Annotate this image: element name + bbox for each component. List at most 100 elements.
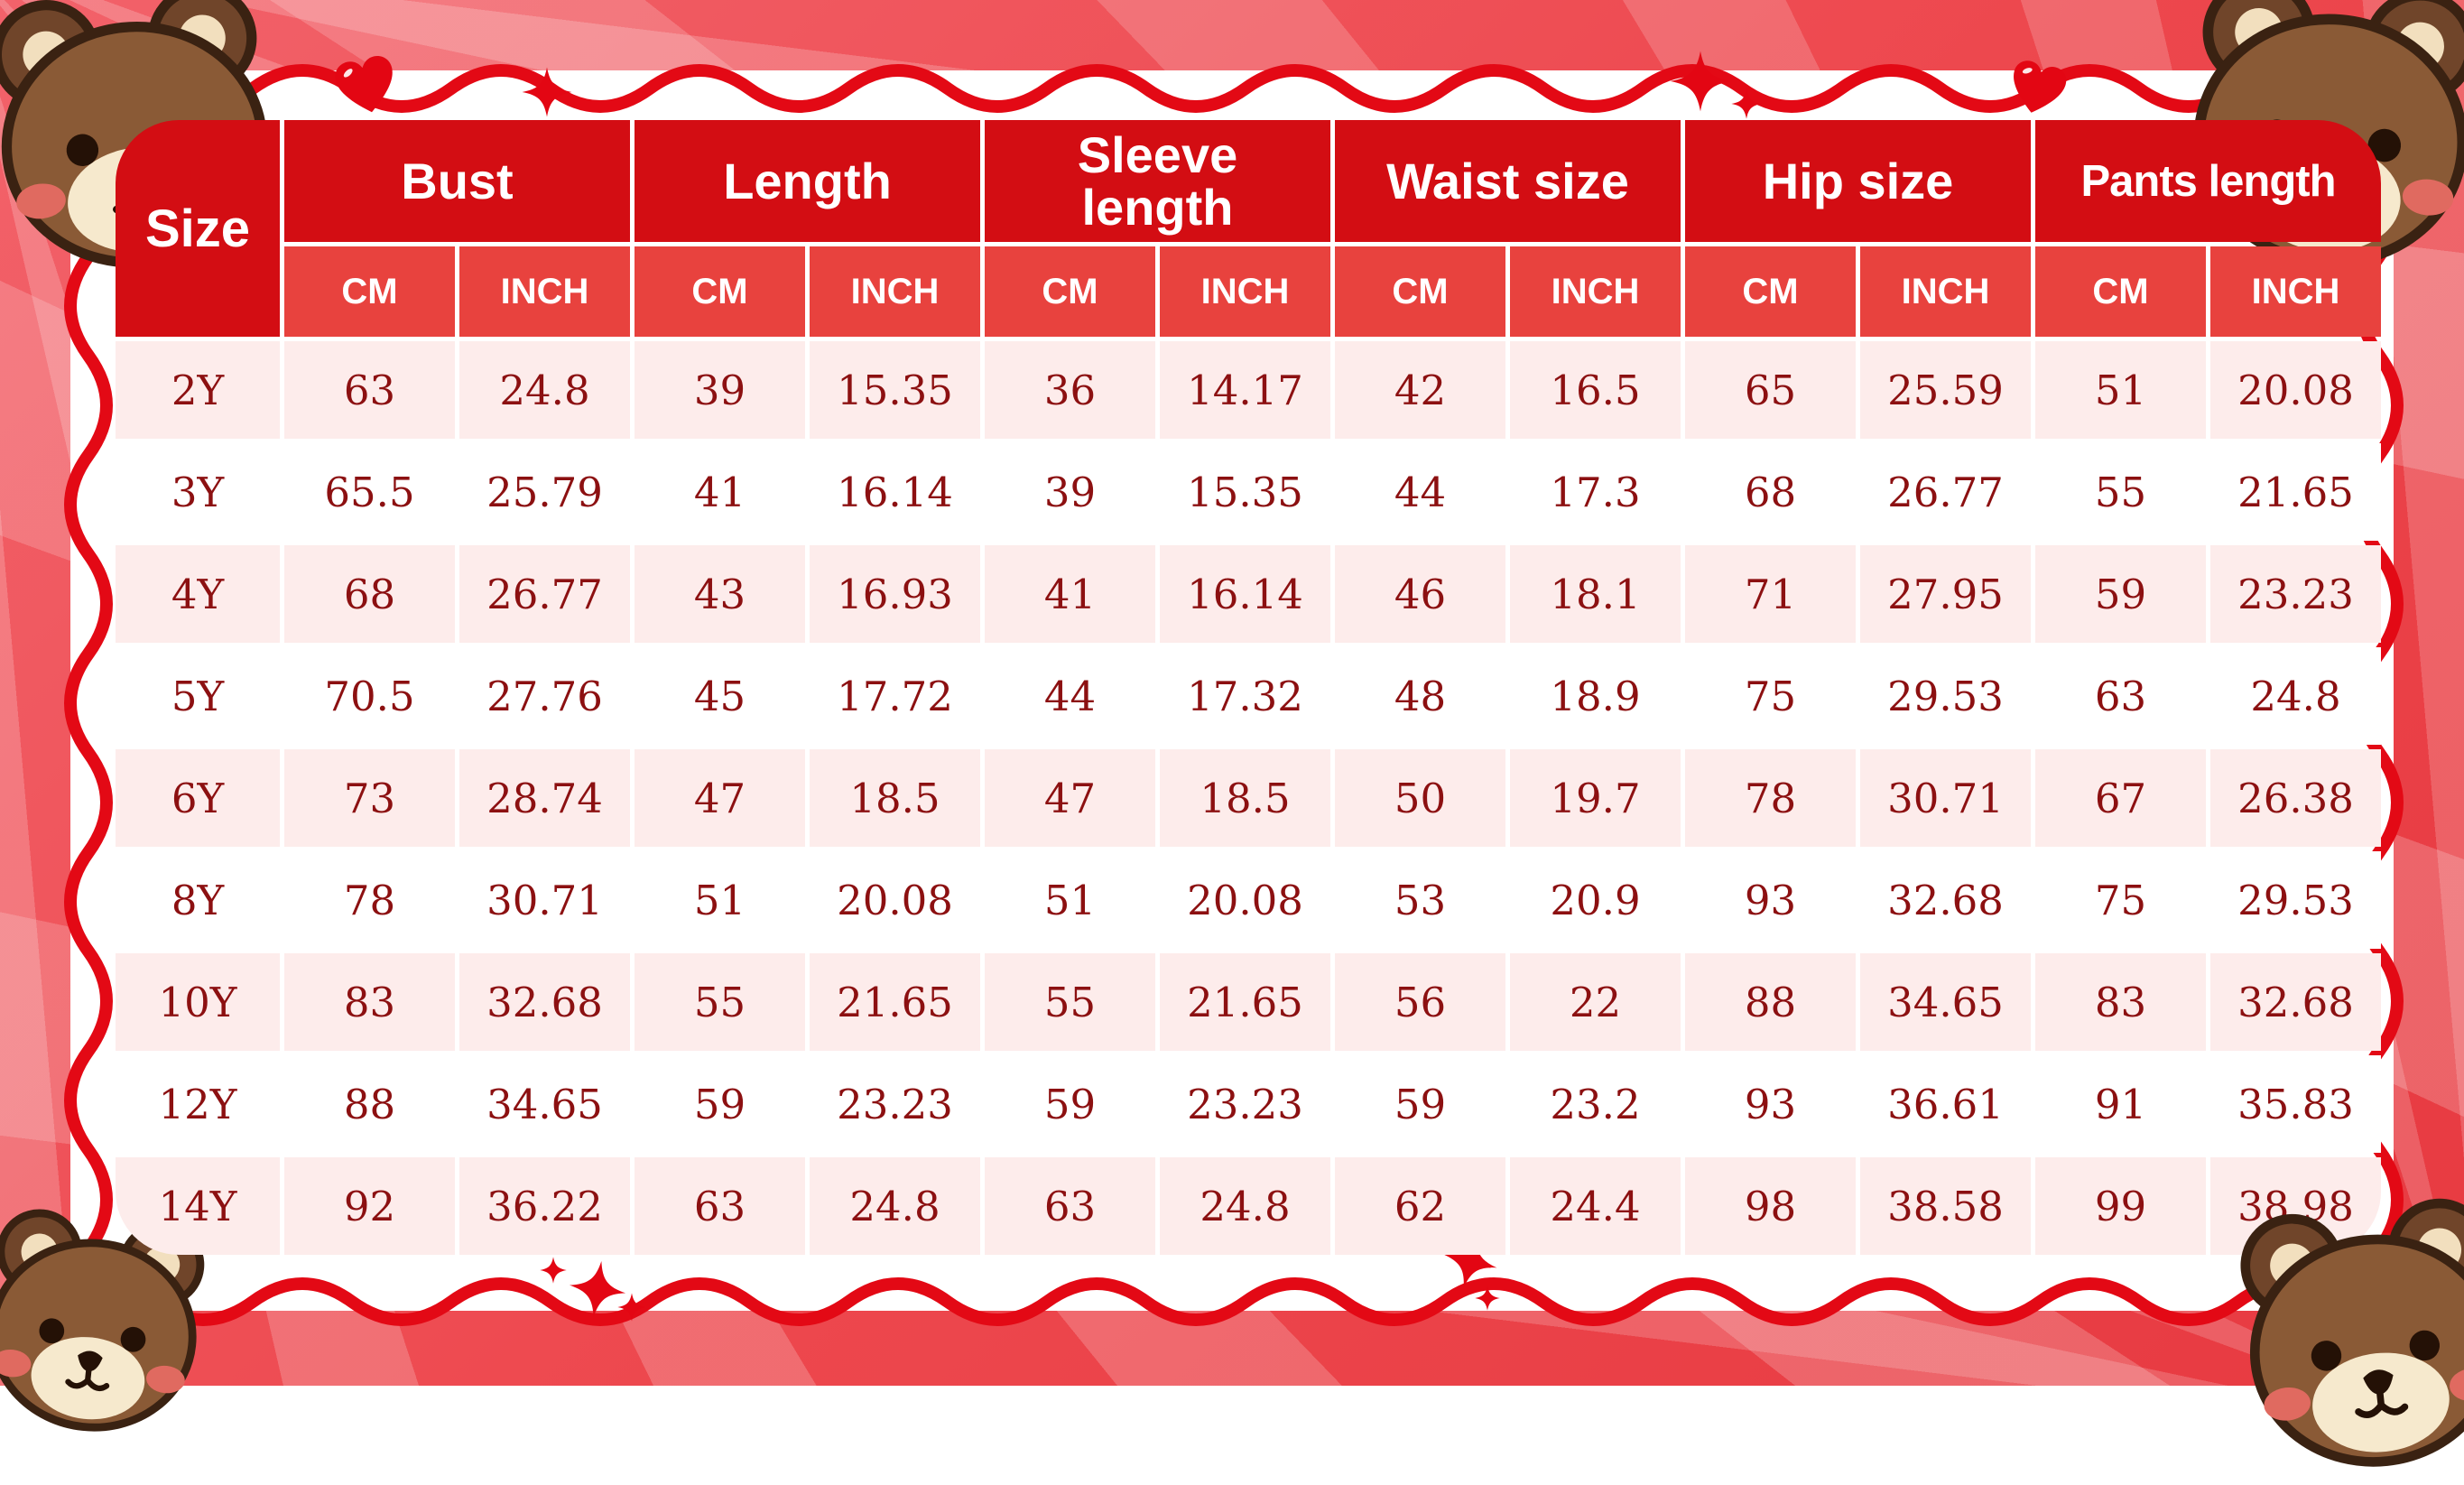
value-cell: 59	[985, 1055, 1155, 1153]
value-cell: 15.35	[1160, 443, 1330, 541]
size-cell: 5Y	[116, 647, 280, 745]
value-cell: 23.23	[810, 1055, 980, 1153]
value-cell: 91	[2035, 1055, 2206, 1153]
value-cell: 63	[985, 1157, 1155, 1255]
unit-header-inch: INCH	[2210, 246, 2381, 337]
value-cell: 32.68	[1860, 851, 2031, 949]
sparkle-icon	[522, 67, 572, 117]
value-cell: 17.72	[810, 647, 980, 745]
value-cell: 44	[985, 647, 1155, 745]
value-cell: 24.8	[1160, 1157, 1330, 1255]
column-group-waist-size: Waist size	[1335, 120, 1681, 242]
value-cell: 18.5	[1160, 749, 1330, 847]
value-cell: 45	[635, 647, 805, 745]
unit-header-inch: INCH	[459, 246, 630, 337]
sparkle-icon	[617, 1293, 646, 1322]
unit-header-cm: CM	[284, 246, 455, 337]
value-cell: 47	[635, 749, 805, 847]
value-cell: 63	[635, 1157, 805, 1255]
value-cell: 17.32	[1160, 647, 1330, 745]
unit-header-inch: INCH	[1510, 246, 1681, 337]
value-cell: 48	[1335, 647, 1505, 745]
value-cell: 26.77	[1860, 443, 2031, 541]
value-cell: 92	[284, 1157, 455, 1255]
column-header-size-label: Size	[144, 199, 251, 258]
value-cell: 38.58	[1860, 1157, 2031, 1255]
value-cell: 50	[1335, 749, 1505, 847]
column-group-label: Pants length	[2080, 156, 2336, 206]
value-cell: 36	[985, 341, 1155, 439]
value-cell: 41	[985, 545, 1155, 643]
value-cell: 20.9	[1510, 851, 1681, 949]
value-cell: 65	[1685, 341, 1856, 439]
value-cell: 65.5	[284, 443, 455, 541]
value-cell: 62	[1335, 1157, 1505, 1255]
value-cell: 34.65	[1860, 953, 2031, 1051]
value-cell: 44	[1335, 443, 1505, 541]
value-cell: 30.71	[459, 851, 630, 949]
size-cell: 6Y	[116, 749, 280, 847]
value-cell: 88	[1685, 953, 1856, 1051]
value-cell: 22	[1510, 953, 1681, 1051]
value-cell: 98	[1685, 1157, 1856, 1255]
column-group-label: Waist size	[1386, 153, 1629, 209]
value-cell: 93	[1685, 851, 1856, 949]
value-cell: 35.83	[2210, 1055, 2381, 1153]
value-cell: 41	[635, 443, 805, 541]
value-cell: 36.22	[459, 1157, 630, 1255]
value-cell: 88	[284, 1055, 455, 1153]
sparkle-icon	[1475, 1285, 1500, 1311]
size-cell: 2Y	[116, 341, 280, 439]
value-cell: 67	[2035, 749, 2206, 847]
value-cell: 29.53	[2210, 851, 2381, 949]
value-cell: 16.14	[1160, 545, 1330, 643]
column-group-hip-size: Hip size	[1685, 120, 2031, 242]
column-header-size: Size	[116, 120, 280, 337]
size-chart-table: Size Bust Length Sleeve length Waist siz…	[116, 120, 2381, 1255]
value-cell: 26.38	[2210, 749, 2381, 847]
sparkle-icon	[540, 1257, 567, 1284]
unit-header-cm: CM	[1685, 246, 1856, 337]
value-cell: 20.08	[810, 851, 980, 949]
value-cell: 29.53	[1860, 647, 2031, 745]
value-cell: 27.76	[459, 647, 630, 745]
value-cell: 93	[1685, 1055, 1856, 1153]
unit-header-cm: CM	[1335, 246, 1505, 337]
value-cell: 14.17	[1160, 341, 1330, 439]
column-group-label: Bust	[401, 153, 514, 209]
value-cell: 16.5	[1510, 341, 1681, 439]
value-cell: 75	[1685, 647, 1856, 745]
unit-header-cm: CM	[985, 246, 1155, 337]
value-cell: 18.9	[1510, 647, 1681, 745]
value-cell: 83	[2035, 953, 2206, 1051]
value-cell: 51	[2035, 341, 2206, 439]
value-cell: 78	[1685, 749, 1856, 847]
size-cell: 8Y	[116, 851, 280, 949]
column-group-length: Length	[635, 120, 980, 242]
value-cell: 63	[284, 341, 455, 439]
value-cell: 36.61	[1860, 1055, 2031, 1153]
value-cell: 27.95	[1860, 545, 2031, 643]
value-cell: 21.65	[2210, 443, 2381, 541]
value-cell: 23.23	[2210, 545, 2381, 643]
value-cell: 24.8	[810, 1157, 980, 1255]
unit-header-inch: INCH	[810, 246, 980, 337]
column-group-label: Hip size	[1762, 153, 1954, 209]
value-cell: 23.23	[1160, 1055, 1330, 1153]
value-cell: 39	[635, 341, 805, 439]
value-cell: 26.77	[459, 545, 630, 643]
value-cell: 24.8	[459, 341, 630, 439]
value-cell: 68	[1685, 443, 1856, 541]
value-cell: 55	[2035, 443, 2206, 541]
size-cell: 12Y	[116, 1055, 280, 1153]
heart-icon	[326, 46, 407, 127]
value-cell: 68	[284, 545, 455, 643]
size-cell: 3Y	[116, 443, 280, 541]
value-cell: 24.8	[2210, 647, 2381, 745]
value-cell: 55	[985, 953, 1155, 1051]
value-cell: 34.65	[459, 1055, 630, 1153]
value-cell: 24.4	[1510, 1157, 1681, 1255]
value-cell: 59	[635, 1055, 805, 1153]
value-cell: 25.59	[1860, 341, 2031, 439]
value-cell: 63	[2035, 647, 2206, 745]
